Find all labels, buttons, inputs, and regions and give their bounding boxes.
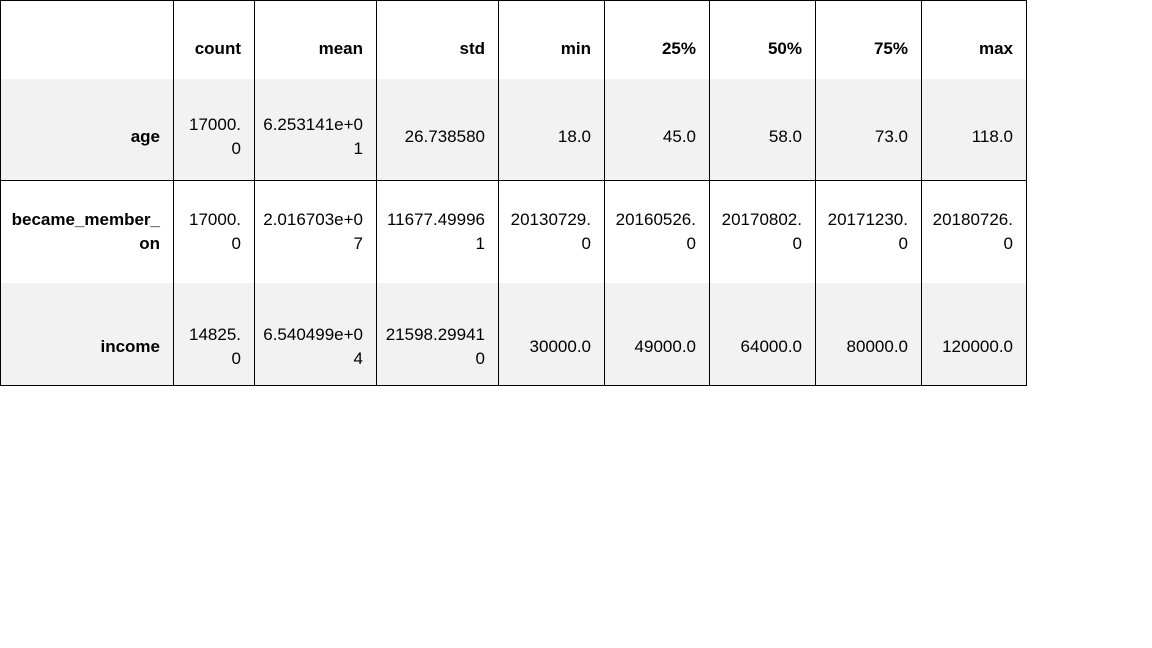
table-row-became-member-on: became_member_on 17000.0 2.016703e+07 11… bbox=[0, 180, 1027, 283]
describe-stats-table: count mean std min 25% 50% 75% max age 1… bbox=[0, 0, 1027, 386]
column-header-mean: mean bbox=[254, 0, 377, 79]
cell-income-75pct: 80000.0 bbox=[815, 282, 922, 386]
cell-age-std: 26.738580 bbox=[376, 78, 499, 181]
cell-member-25pct: 20160526.0 bbox=[604, 180, 710, 283]
cell-income-50pct: 64000.0 bbox=[709, 282, 816, 386]
cell-member-count: 17000.0 bbox=[173, 180, 255, 283]
row-label-became-member-on: became_member_on bbox=[0, 180, 174, 283]
cell-income-count: 14825.0 bbox=[173, 282, 255, 386]
cell-income-25pct: 49000.0 bbox=[604, 282, 710, 386]
column-header-count: count bbox=[173, 0, 255, 79]
cell-income-min: 30000.0 bbox=[498, 282, 605, 386]
cell-age-50pct: 58.0 bbox=[709, 78, 816, 181]
cell-age-25pct: 45.0 bbox=[604, 78, 710, 181]
index-header-cell bbox=[0, 0, 174, 79]
cell-member-75pct: 20171230.0 bbox=[815, 180, 922, 283]
row-label-income: income bbox=[0, 282, 174, 386]
describe-table-container: count mean std min 25% 50% 75% max age 1… bbox=[0, 0, 1027, 386]
column-header-std: std bbox=[376, 0, 499, 79]
cell-member-mean: 2.016703e+07 bbox=[254, 180, 377, 283]
cell-member-min: 20130729.0 bbox=[498, 180, 605, 283]
cell-age-min: 18.0 bbox=[498, 78, 605, 181]
table-row-age: age 17000.0 6.253141e+01 26.738580 18.0 … bbox=[0, 78, 1027, 181]
cell-member-std: 11677.499961 bbox=[376, 180, 499, 283]
cell-member-50pct: 20170802.0 bbox=[709, 180, 816, 283]
row-label-age: age bbox=[0, 78, 174, 181]
cell-member-max: 20180726.0 bbox=[921, 180, 1027, 283]
header-row: count mean std min 25% 50% 75% max bbox=[0, 0, 1027, 79]
column-header-25pct: 25% bbox=[604, 0, 710, 79]
table-row-income: income 14825.0 6.540499e+04 21598.299410… bbox=[0, 282, 1027, 386]
cell-age-count: 17000.0 bbox=[173, 78, 255, 181]
column-header-75pct: 75% bbox=[815, 0, 922, 79]
cell-income-max: 120000.0 bbox=[921, 282, 1027, 386]
cell-income-mean: 6.540499e+04 bbox=[254, 282, 377, 386]
column-header-50pct: 50% bbox=[709, 0, 816, 79]
cell-income-std: 21598.299410 bbox=[376, 282, 499, 386]
cell-age-75pct: 73.0 bbox=[815, 78, 922, 181]
cell-age-mean: 6.253141e+01 bbox=[254, 78, 377, 181]
column-header-max: max bbox=[921, 0, 1027, 79]
column-header-min: min bbox=[498, 0, 605, 79]
cell-age-max: 118.0 bbox=[921, 78, 1027, 181]
